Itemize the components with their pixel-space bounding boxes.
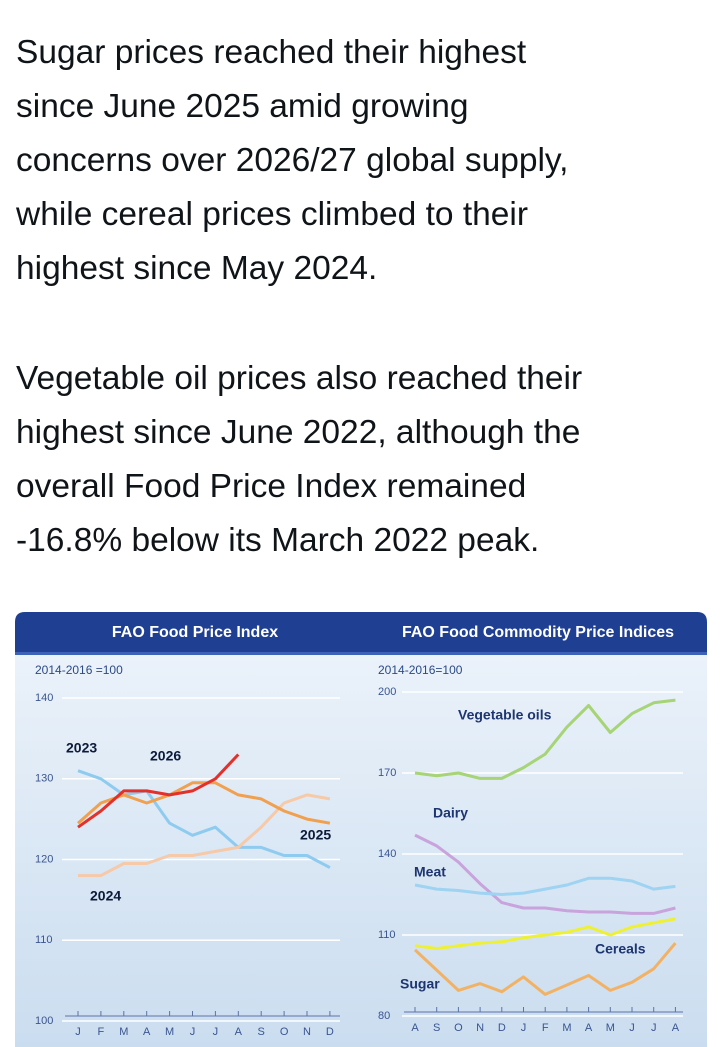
x-tick-label: O bbox=[454, 1022, 463, 1034]
series-line bbox=[414, 833, 676, 915]
x-tick-label: S bbox=[258, 1026, 265, 1038]
x-tick-label: F bbox=[98, 1026, 105, 1038]
text-line: -16.8% below its March 2022 peak. bbox=[16, 522, 540, 559]
text-line: while cereal prices climbed to their bbox=[16, 196, 529, 233]
chart-group: FAO Food Price Index 2014-2016 =100 100 110… bbox=[15, 612, 707, 1047]
y-tick-label: 110 bbox=[35, 934, 53, 946]
x-tick-label: M bbox=[119, 1026, 128, 1038]
x-tick-label: J bbox=[75, 1026, 81, 1038]
chart-title: FAO Food Commodity Price Indices bbox=[402, 624, 674, 641]
x-tick-label: A bbox=[585, 1022, 593, 1034]
x-tick-label: J bbox=[629, 1022, 635, 1034]
chart-subtitle: 2014-2016 =100 bbox=[35, 663, 123, 677]
text-line: highest since May 2024. bbox=[16, 250, 378, 287]
chart-subtitle: 2014-2016=100 bbox=[378, 663, 463, 677]
post-text: Sugar prices reached their highest since … bbox=[16, 26, 716, 624]
panel-background bbox=[15, 612, 707, 1047]
series-label: Meat bbox=[414, 864, 446, 880]
series-label: 2024 bbox=[90, 888, 121, 904]
x-tick-label: N bbox=[476, 1022, 484, 1034]
y-tick-label: 170 bbox=[378, 767, 396, 779]
series-line bbox=[414, 876, 676, 896]
x-tick-label: F bbox=[542, 1022, 549, 1034]
chart-panel: FAO Food Price Index 2014-2016 =100 100 110… bbox=[15, 612, 707, 1047]
series-line bbox=[414, 917, 676, 950]
text-line: Sugar prices reached their highest bbox=[16, 34, 527, 71]
panel-header bbox=[15, 612, 707, 652]
y-tick-label: 80 bbox=[378, 1010, 390, 1022]
series-label: Cereals bbox=[595, 941, 646, 957]
chart-title: FAO Food Price Index bbox=[112, 624, 278, 641]
series-label: Dairy bbox=[433, 805, 468, 821]
x-tick-label: J bbox=[213, 1026, 219, 1038]
y-tick-label: 100 bbox=[35, 1015, 53, 1027]
series-label: 2026 bbox=[150, 748, 181, 764]
x-tick-label: J bbox=[521, 1022, 527, 1034]
y-tick-label: 140 bbox=[378, 848, 396, 860]
x-tick-label: S bbox=[433, 1022, 440, 1034]
series-line bbox=[77, 753, 240, 829]
text-line: overall Food Price Index remained bbox=[16, 468, 527, 505]
text-line: highest since June 2022, although the bbox=[16, 414, 581, 451]
x-tick-label: A bbox=[143, 1026, 151, 1038]
series-line bbox=[413, 942, 677, 996]
x-tick-label: N bbox=[303, 1026, 311, 1038]
y-tick-label: 140 bbox=[35, 692, 53, 704]
y-tick-label: 110 bbox=[378, 929, 396, 941]
series-line bbox=[77, 769, 331, 869]
text-line: Vegetable oil prices also reached their bbox=[16, 360, 583, 397]
series-line bbox=[78, 793, 331, 878]
x-tick-label: A bbox=[235, 1026, 243, 1038]
text-line: since June 2025 amid growing bbox=[16, 88, 469, 125]
x-tick-label: D bbox=[498, 1022, 506, 1034]
x-tick-label: J bbox=[190, 1026, 196, 1038]
paragraph: Sugar prices reached their highest since … bbox=[16, 26, 716, 296]
paragraph: Vegetable oil prices also reached their h… bbox=[16, 352, 716, 568]
x-tick-label: J bbox=[651, 1022, 657, 1034]
series-label: Vegetable oils bbox=[458, 707, 552, 723]
x-tick-label: M bbox=[606, 1022, 615, 1034]
series-label: 2025 bbox=[300, 827, 331, 843]
series-label: 2023 bbox=[66, 740, 97, 756]
y-tick-label: 120 bbox=[35, 853, 53, 865]
y-tick-label: 130 bbox=[35, 773, 53, 785]
series-line bbox=[77, 781, 331, 825]
y-tick-label: 200 bbox=[378, 686, 396, 698]
x-tick-label: D bbox=[326, 1026, 334, 1038]
header-rule bbox=[15, 652, 707, 655]
x-tick-label: M bbox=[562, 1022, 571, 1034]
series-line bbox=[414, 698, 676, 780]
x-tick-label: A bbox=[672, 1022, 680, 1034]
x-tick-label: O bbox=[280, 1026, 289, 1038]
x-tick-label: A bbox=[411, 1022, 419, 1034]
series-label: Sugar bbox=[400, 976, 440, 992]
x-tick-label: M bbox=[165, 1026, 174, 1038]
text-line: concerns over 2026/27 global supply, bbox=[16, 142, 569, 179]
